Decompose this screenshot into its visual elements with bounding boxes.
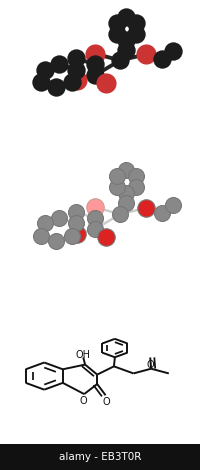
Point (93, 226, 96, 233)
Point (58, 214, 61, 222)
Point (76, 76, 79, 84)
Point (74, 54, 77, 62)
Point (119, 211, 122, 218)
Point (115, 172, 118, 180)
Point (93, 61, 96, 68)
Point (54, 237, 57, 245)
Point (135, 19, 138, 27)
Point (125, 200, 128, 207)
Point (74, 219, 77, 227)
Text: O: O (79, 396, 87, 406)
Point (172, 201, 175, 209)
Point (145, 204, 148, 212)
Point (93, 50, 96, 57)
Point (115, 19, 118, 27)
Point (160, 209, 164, 217)
Point (54, 83, 57, 91)
Point (172, 47, 175, 55)
Point (93, 71, 96, 79)
Point (145, 51, 148, 58)
Point (74, 66, 77, 73)
Point (115, 30, 118, 38)
Point (76, 230, 79, 237)
Point (119, 56, 122, 64)
Point (74, 208, 77, 215)
Point (70, 78, 73, 86)
Point (135, 172, 138, 180)
Point (43, 219, 46, 227)
Point (125, 166, 128, 173)
Point (39, 232, 43, 240)
Point (135, 30, 138, 38)
Point (125, 189, 128, 197)
Text: O: O (103, 397, 110, 407)
Point (115, 184, 118, 191)
Point (160, 55, 164, 63)
Point (93, 214, 96, 222)
Text: alamy - EB3T0R: alamy - EB3T0R (59, 452, 141, 462)
Point (39, 78, 43, 86)
Point (135, 184, 138, 191)
Point (70, 232, 73, 240)
Point (125, 13, 128, 20)
Point (43, 66, 46, 73)
Point (125, 46, 128, 54)
Point (104, 234, 107, 241)
Point (93, 204, 96, 211)
Text: O: O (146, 360, 154, 369)
Point (104, 79, 107, 87)
Point (125, 36, 128, 44)
Point (58, 61, 61, 68)
Text: OH: OH (76, 350, 91, 360)
